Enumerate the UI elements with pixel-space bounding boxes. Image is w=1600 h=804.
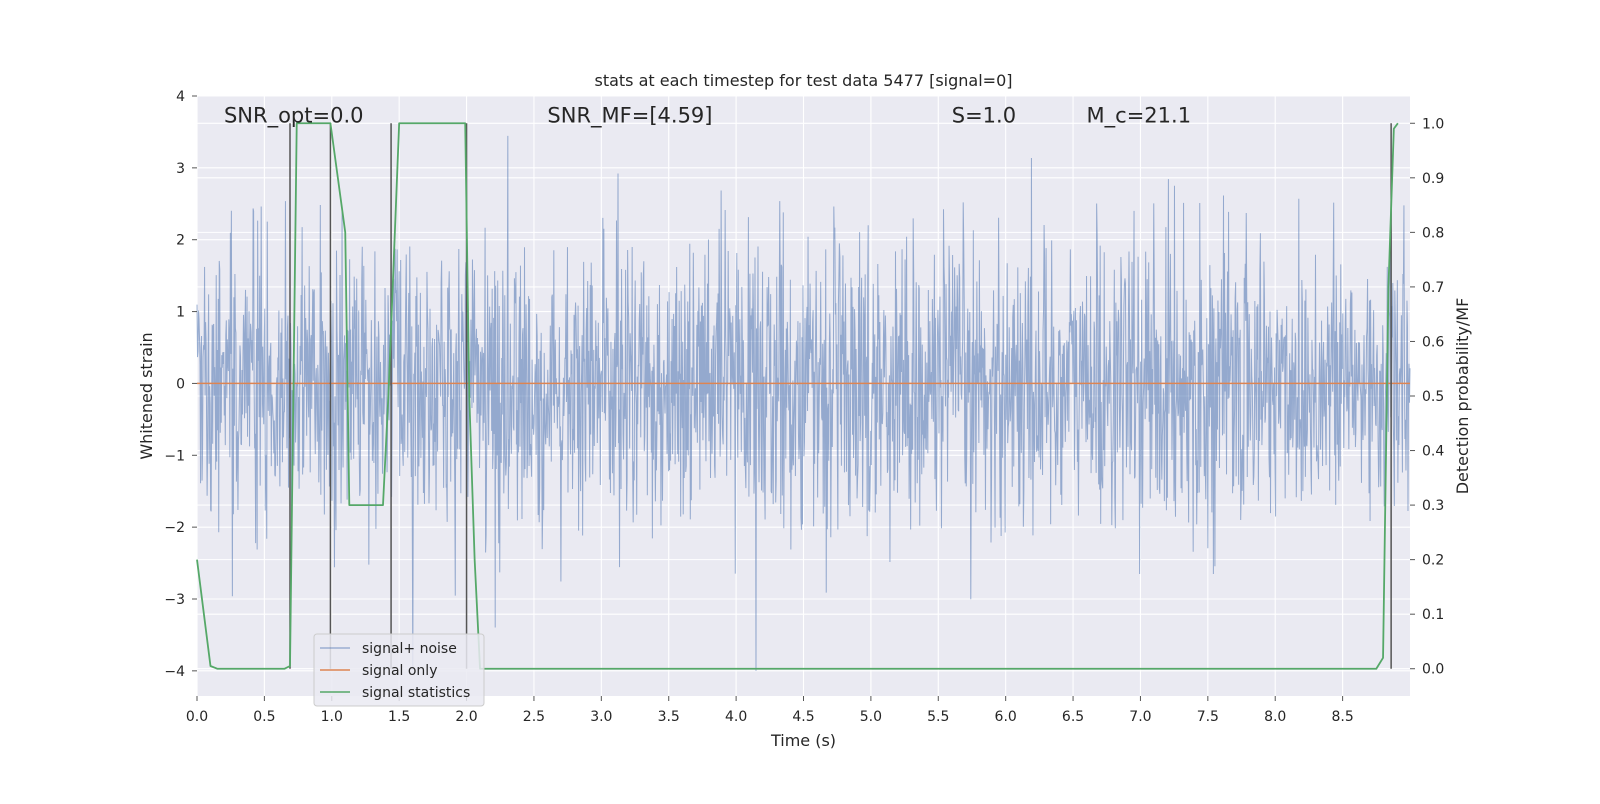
x-tick-label: 0.0 [186,709,208,725]
y-tick-label: 3 [176,161,185,177]
y2-tick-label: 0.0 [1422,662,1444,678]
x-tick-label: 1.5 [388,709,410,725]
x-tick-label: 8.5 [1331,709,1353,725]
annotation-text: SNR_opt=0.0 [224,104,364,129]
series-signal-noise-line [196,135,1411,671]
legend-label-signal-noise: signal+ noise [362,641,457,657]
x-tick-label: 7.5 [1197,709,1219,725]
y2-tick-label: 0.2 [1422,553,1444,569]
y-tick-label: 0 [176,376,185,392]
x-tick-label: 1.0 [321,709,343,725]
annotation-text: M_c=21.1 [1087,104,1192,129]
y-tick-label: −1 [164,448,185,464]
y2-tick-label: 0.3 [1422,498,1444,514]
x-tick-label: 2.5 [523,709,545,725]
x-tick-label: 2.0 [455,709,477,725]
annotation-layer: SNR_opt=0.0 SNR_MF=[4.59] S=1.0 M_c=21.1 [224,104,1191,129]
y-tick-label: 4 [176,89,185,105]
y2-tick-label: 1.0 [1422,116,1444,132]
x-tick-label: 5.0 [860,709,882,725]
legend: signal+ noise signal only signal statist… [313,633,485,707]
y2-tick-label: 0.4 [1422,444,1444,460]
x-tick-label: 6.0 [995,709,1017,725]
vertical-marker-layer [289,123,1392,669]
x-tick-label: 7.0 [1129,709,1151,725]
legend-label-signal-statistics: signal statistics [362,685,470,701]
y-tick-label: −4 [164,664,185,680]
chart-title: stats at each timestep for test data 547… [594,71,1012,90]
y-tick-label: 2 [176,233,185,249]
annotation-text: SNR_MF=[4.59] [547,104,712,129]
x-tick-label: 5.5 [927,709,949,725]
noise-series-layer [196,135,1411,671]
x-tick-label: 4.5 [792,709,814,725]
series-signal-statistics-line [196,122,1399,670]
y2-tick-label: 0.7 [1422,280,1444,296]
x-axis-label: Time (s) [770,731,836,750]
y2-tick-label: 0.8 [1422,225,1444,241]
x-tick-label: 8.0 [1264,709,1286,725]
y2-tick-label: 0.1 [1422,607,1444,623]
x-tick-label: 3.0 [590,709,612,725]
x-tick-label: 3.5 [658,709,680,725]
y2-axis-label: Detection probability/MF [1453,298,1472,495]
y-tick-label: −2 [164,520,185,536]
y-axis-label: Whitened strain [137,332,156,459]
axis-layer: 0.0 0.5 1.0 1.5 2.0 2.5 3.0 3.5 4.0 4.5 5.0 5.5 6.0 6… [164,89,1444,725]
annotation-text: S=1.0 [952,104,1016,128]
x-tick-label: 4.0 [725,709,747,725]
legend-box [313,633,485,707]
x-tick-label: 6.5 [1062,709,1084,725]
legend-label-signal-only: signal only [362,663,437,679]
y2-tick-label: 0.5 [1422,389,1444,405]
x-tick-label: 0.5 [253,709,275,725]
y-tick-label: −3 [164,592,185,608]
y2-tick-label: 0.9 [1422,171,1444,187]
stats-series-layer [196,122,1399,670]
y-tick-label: 1 [176,305,185,321]
y2-tick-label: 0.6 [1422,334,1444,350]
